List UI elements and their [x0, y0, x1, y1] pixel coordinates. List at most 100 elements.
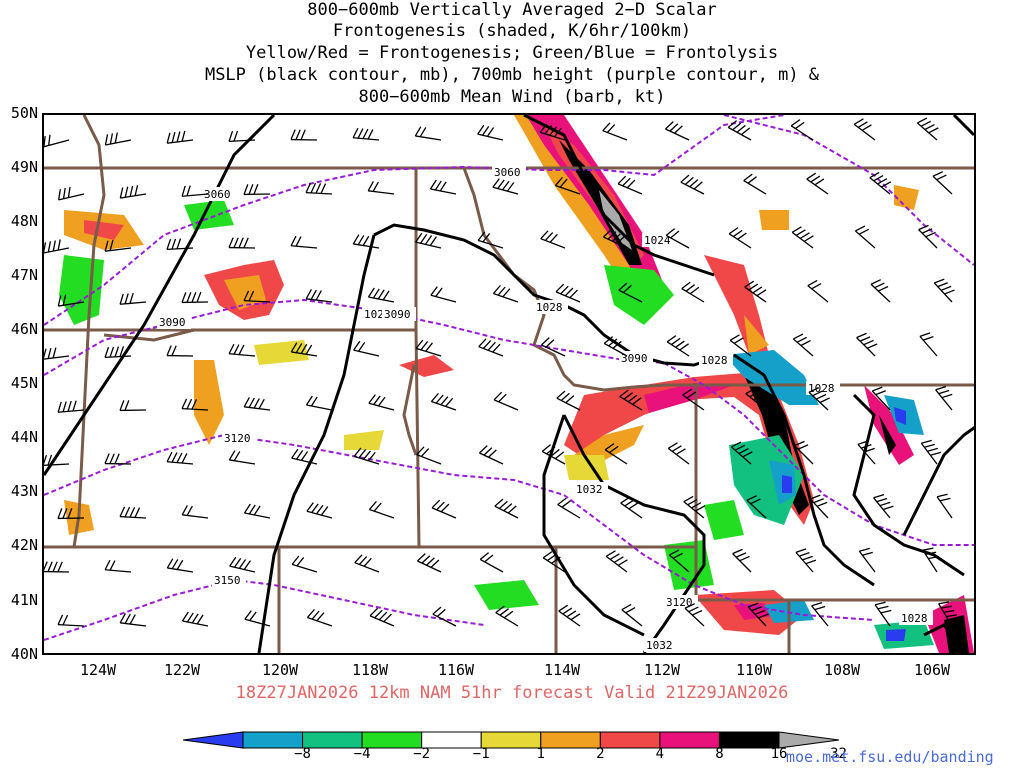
lat-label: 50N: [10, 104, 38, 122]
wind-barb: [558, 604, 581, 627]
wind-barb: [540, 230, 566, 249]
wind-barb: [605, 550, 628, 573]
wind-barb: [181, 505, 209, 519]
wind-barb: [305, 395, 333, 411]
wind-barb: [119, 185, 147, 199]
wind-barb: [228, 343, 256, 357]
wind-barb: [104, 239, 132, 252]
wind-barb: [791, 226, 814, 249]
colorbar-tick-label: 1: [536, 746, 545, 762]
lon-label: 120W: [261, 661, 299, 679]
wind-barb: [44, 239, 70, 254]
wind-barb: [792, 333, 814, 357]
wind-barb: [744, 280, 767, 303]
wind-barb: [57, 507, 85, 520]
wind-barb: [429, 179, 457, 195]
wind-barb: [181, 611, 209, 627]
wind-barb: [874, 601, 892, 627]
wind-barb: [617, 175, 643, 195]
lat-label: 42N: [10, 536, 38, 554]
wind-barb: [730, 441, 753, 465]
lat-label: 47N: [10, 266, 38, 284]
wind-barb: [668, 549, 690, 573]
lon-label: 116W: [437, 661, 475, 679]
map-panel: 1024 1028 1028 1028 1028 1028 1032 1032 …: [42, 113, 976, 655]
wind-barb: [492, 178, 519, 195]
wind-barb: [290, 235, 318, 249]
title-line-3: Yellow/Red = Frontogenesis; Green/Blue =…: [245, 43, 779, 63]
wind-barb: [664, 121, 690, 141]
wind-barb: [809, 494, 829, 519]
wind-barb: [104, 559, 132, 573]
mslp-label: 1028: [701, 354, 728, 367]
wind-barb: [290, 342, 318, 357]
wind-barb: [854, 225, 876, 249]
wind-barb: [44, 134, 70, 148]
wind-barb: [368, 394, 395, 411]
wind-barb: [228, 450, 256, 465]
wind-barb: [618, 282, 643, 303]
wind-barb: [936, 493, 953, 519]
wind-barb: [922, 547, 939, 573]
wind-barb: [732, 548, 752, 573]
colorbar-tick-label: −8: [294, 746, 311, 762]
wind-barb: [119, 506, 147, 519]
height-label: 3060: [204, 188, 231, 201]
title-line-1: 800−600mb Vertically Averaged 2−D Scalar: [307, 0, 717, 20]
credit-link[interactable]: moe.met.fsu.edu/banding: [786, 748, 994, 766]
wind-barb: [621, 603, 643, 627]
wind-barb: [431, 499, 457, 519]
wind-barb: [680, 174, 705, 195]
wind-barb: [493, 391, 519, 411]
lat-label: 49N: [10, 158, 38, 176]
wind-barb: [795, 548, 817, 573]
wind-barb: [728, 227, 752, 249]
wind-barb: [44, 454, 70, 467]
wind-barb: [415, 339, 442, 357]
wind-barb: [354, 554, 380, 573]
wind-barb: [305, 289, 333, 303]
wind-barb: [920, 439, 941, 465]
wind-barb: [243, 290, 271, 303]
colorbar: [183, 731, 840, 749]
lon-label: 108W: [823, 661, 861, 679]
wind-barb: [368, 500, 395, 519]
wind-barb: [306, 608, 333, 627]
wind-barb: [166, 130, 194, 144]
lat-label: 41N: [10, 591, 38, 609]
wind-barb: [918, 224, 938, 249]
wind-barb: [477, 124, 504, 141]
colorbar-tick-label: 8: [715, 746, 724, 762]
wind-barb: [369, 607, 395, 627]
title-line-4: MSLP (black contour, mb), 700mb height (…: [204, 65, 820, 85]
wind-barb: [602, 229, 628, 249]
wind-barb: [477, 231, 504, 249]
colorbar-tick-label: −1: [472, 746, 490, 762]
wind-barb: [807, 279, 829, 303]
wind-barb: [870, 279, 891, 303]
height-labels: 3060 3060 3090 3090 3090 3120 3120 3150: [157, 165, 698, 609]
wind-barb: [58, 186, 85, 201]
lat-label: 40N: [10, 645, 38, 663]
lon-label: 122W: [163, 661, 201, 679]
wind-barb: [665, 228, 690, 249]
wind-barb: [44, 347, 70, 360]
title-line-2: Frontogenesis (shaded, K/6hr/100km): [332, 21, 692, 41]
wind-barb: [667, 442, 690, 465]
wind-barbs: [44, 117, 958, 627]
colorbar-swatch: [778, 731, 840, 749]
wind-barb: [244, 610, 271, 627]
wind-barb: [682, 388, 705, 411]
wind-barb: [916, 117, 939, 141]
wind-barb: [119, 613, 147, 627]
wind-barb: [619, 389, 643, 411]
lat-label: 46N: [10, 320, 38, 338]
mslp-label: 1028: [536, 301, 563, 314]
wind-barb: [932, 171, 953, 195]
wind-barb: [745, 387, 767, 411]
wind-barb: [305, 182, 333, 195]
wind-barb: [683, 495, 706, 519]
wind-barb: [44, 561, 70, 573]
wind-barb: [603, 336, 628, 357]
wind-barb: [104, 132, 132, 146]
